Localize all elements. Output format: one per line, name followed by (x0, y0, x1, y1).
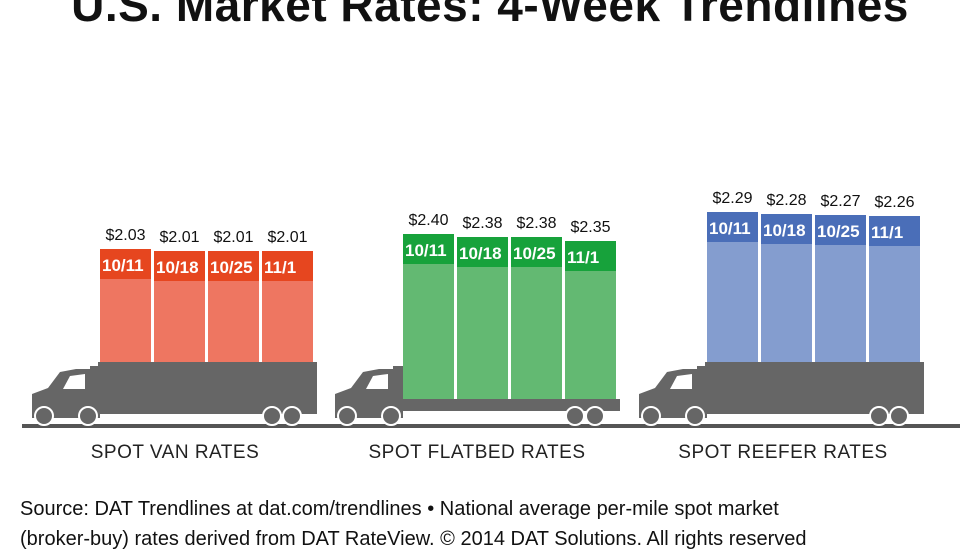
flatbed-date-label: 10/11 (405, 241, 447, 260)
reefer-cab-window (670, 374, 692, 389)
truck-bar-charts: 10/11 $2.03 10/18 $2.01 10/25 $2.01 11/1 $2.01 1… (22, 190, 960, 428)
flatbed-date-label: 10/25 (513, 244, 556, 263)
reefer-bar-band (869, 216, 920, 246)
flatbed-value-label: $2.38 (462, 215, 502, 232)
flatbed-date-label: 10/18 (459, 244, 502, 263)
flatbed-bar-band (457, 237, 508, 267)
reefer-value-label: $2.28 (766, 192, 806, 209)
van-bar-band (100, 249, 151, 279)
flatbed-wheel (337, 406, 357, 426)
reefer-value-label: $2.29 (712, 190, 752, 207)
van-date-label: 10/11 (102, 256, 144, 275)
van-date-label: 11/1 (264, 258, 296, 277)
van-date-label: 10/25 (210, 258, 253, 277)
flatbed-bar-band (511, 237, 562, 267)
reefer-date-label: 10/18 (763, 221, 806, 240)
reefer-bar-band (815, 215, 866, 245)
van-chart-label: SPOT VAN RATES (90, 442, 260, 463)
van-bar-band (208, 251, 259, 281)
van-wheel (34, 406, 54, 426)
reefer-wheel (869, 406, 889, 426)
source-line-1: Source: DAT Trendlines at dat.com/trendl… (20, 498, 779, 520)
van-wheel (78, 406, 98, 426)
flatbed-wheel (381, 406, 401, 426)
flatbed-date-label: 11/1 (567, 248, 599, 267)
ground-line (22, 424, 960, 428)
reefer-wheel (685, 406, 705, 426)
flatbed-value-label: $2.35 (570, 219, 610, 236)
van-bar-band (262, 251, 313, 281)
flatbed-value-label: $2.40 (408, 212, 448, 229)
reefer-value-label: $2.27 (820, 193, 860, 210)
flatbed-wheel (565, 406, 585, 426)
reefer-trailer-body (705, 362, 924, 414)
flatbed-value-label: $2.38 (516, 215, 556, 232)
reefer-date-label: 10/25 (817, 222, 860, 241)
flatbed-bar-band (403, 234, 454, 264)
van-wheel (282, 406, 302, 426)
chart-title: U.S. Market Rates: 4-Week Trendlines (71, 0, 909, 31)
source-note: Source: DAT Trendlines at dat.com/trendl… (20, 494, 970, 554)
flatbed-wheel (585, 406, 605, 426)
reefer-date-label: 11/1 (871, 223, 903, 242)
reefer-chart-label: SPOT REEFER RATES (678, 442, 888, 463)
reefer-value-label: $2.26 (874, 194, 914, 211)
reefer-bar-band (707, 212, 758, 242)
van-wheel (262, 406, 282, 426)
van-value-label: $2.01 (159, 229, 199, 246)
van-bar-band (154, 251, 205, 281)
van-trailer-body (98, 362, 317, 414)
van-date-label: 10/18 (156, 258, 199, 277)
van-value-label: $2.01 (213, 229, 253, 246)
flatbed-cab-window (366, 374, 388, 389)
van-cab-window (63, 374, 85, 389)
flatbed-bar-band (565, 241, 616, 271)
flatbed-trailer-deck (401, 399, 620, 411)
reefer-wheel (641, 406, 661, 426)
reefer-date-label: 10/11 (709, 219, 751, 238)
reefer-bar-band (761, 214, 812, 244)
van-value-label: $2.01 (267, 229, 307, 246)
flatbed-chart-label: SPOT FLATBED RATES (368, 442, 586, 463)
source-line-2: (broker-buy) rates derived from DAT Rate… (20, 528, 807, 550)
reefer-wheel (889, 406, 909, 426)
van-value-label: $2.03 (105, 227, 145, 244)
